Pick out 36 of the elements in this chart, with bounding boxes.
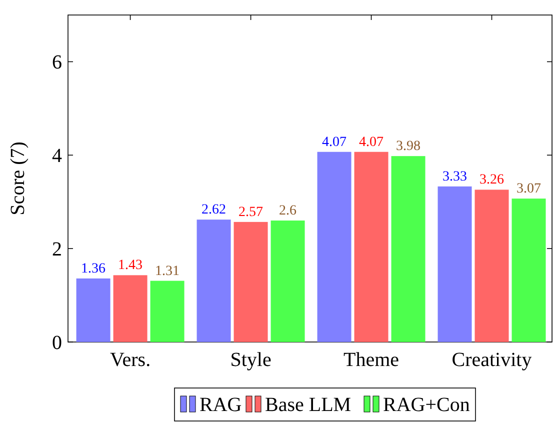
data-label: 2.57	[238, 204, 264, 220]
bar	[354, 152, 388, 342]
bar	[234, 222, 268, 342]
x-tick-label: Theme	[344, 349, 400, 371]
legend-label: RAG	[200, 394, 242, 416]
bar	[76, 278, 110, 342]
y-tick-label: 0	[52, 332, 62, 354]
bar	[150, 280, 184, 342]
bar	[317, 152, 352, 342]
x-tick-label: Creativity	[452, 349, 532, 371]
bar	[474, 190, 509, 342]
bar	[113, 275, 148, 342]
data-label: 3.07	[516, 182, 542, 197]
x-tick-label: Style	[230, 349, 272, 371]
bar	[512, 198, 546, 342]
data-label: 3.98	[396, 139, 421, 154]
data-label: 4.07	[359, 134, 384, 150]
y-tick-label: 2	[52, 238, 62, 261]
legend-label: RAG+Con	[383, 394, 470, 416]
data-label: 1.36	[81, 261, 106, 276]
bar	[270, 220, 305, 342]
y-tick-label: 4	[52, 145, 62, 168]
bar	[438, 186, 472, 342]
data-label: 1.31	[155, 264, 180, 279]
data-label: 2.6	[279, 204, 297, 219]
data-label: 1.43	[118, 258, 143, 274]
data-label: 3.26	[480, 172, 504, 188]
bar	[391, 156, 426, 342]
bar	[196, 220, 231, 342]
y-tick-label: 6	[52, 52, 62, 74]
data-label: 3.33	[442, 169, 468, 184]
data-label: 2.62	[202, 202, 226, 218]
legend-label: Base LLM	[265, 394, 352, 416]
data-label: 4.07	[322, 134, 347, 150]
y-axis-title: Score (7)	[7, 142, 29, 216]
x-tick-label: Vers.	[110, 349, 151, 371]
